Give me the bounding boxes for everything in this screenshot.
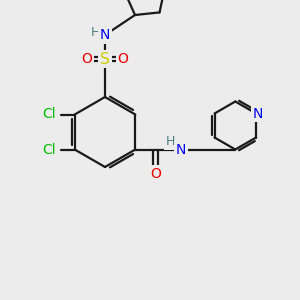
Text: S: S xyxy=(100,52,110,67)
Text: Cl: Cl xyxy=(42,107,56,122)
Text: H: H xyxy=(166,135,175,148)
Text: N: N xyxy=(253,106,263,121)
Text: N: N xyxy=(100,28,110,42)
Text: O: O xyxy=(82,52,92,66)
Text: Cl: Cl xyxy=(42,142,56,157)
Text: O: O xyxy=(150,167,161,181)
Text: N: N xyxy=(176,142,187,157)
Text: H: H xyxy=(90,26,100,38)
Text: O: O xyxy=(118,52,128,66)
